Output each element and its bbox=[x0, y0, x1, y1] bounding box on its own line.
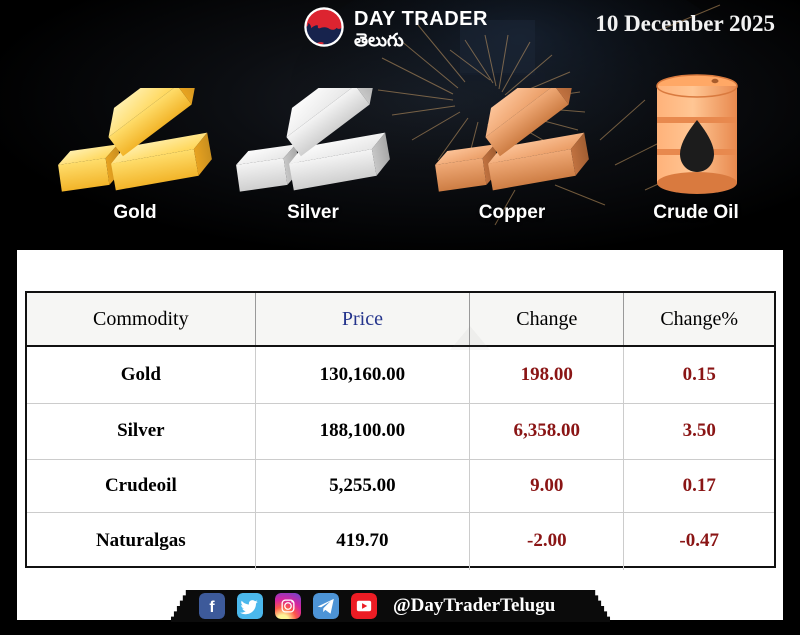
svg-text:f: f bbox=[209, 599, 215, 616]
